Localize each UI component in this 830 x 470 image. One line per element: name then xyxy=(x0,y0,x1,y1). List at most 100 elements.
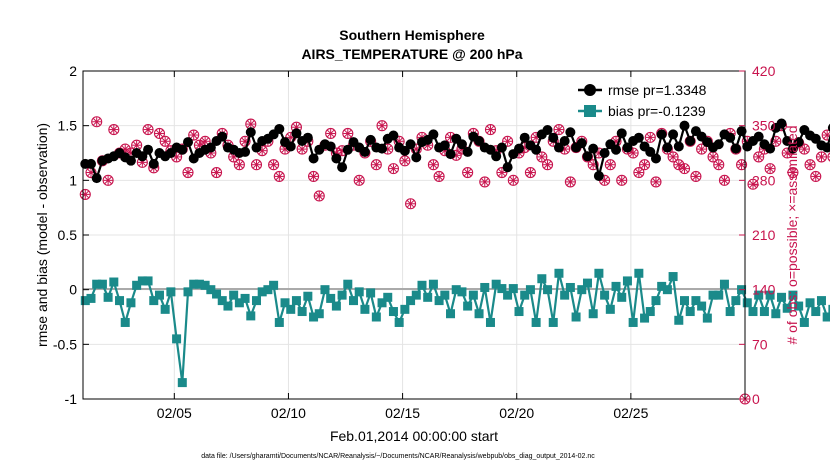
bias-point xyxy=(360,304,370,314)
obs-possible-circle xyxy=(370,159,382,171)
bias-point xyxy=(674,315,684,325)
rmse-point xyxy=(325,141,336,152)
obs-possible-circle xyxy=(770,135,782,147)
y-tick-label: 1.5 xyxy=(58,118,78,134)
rmse-point xyxy=(553,142,564,153)
bias-point xyxy=(354,287,364,297)
rmse-point xyxy=(331,153,342,164)
obs-possible-circle xyxy=(536,151,548,163)
bias-point xyxy=(149,296,159,306)
obs-count-marker xyxy=(399,155,411,167)
obs-count-marker xyxy=(108,124,120,136)
bias-point xyxy=(543,285,553,295)
bias-point xyxy=(189,279,199,289)
obs-possible-circle xyxy=(182,166,194,179)
obs-count-marker xyxy=(188,129,200,141)
obs-count-marker xyxy=(798,143,810,155)
bias-point xyxy=(274,317,284,327)
obs-count-marker xyxy=(781,147,793,159)
obs-possible-circle xyxy=(273,170,285,182)
rmse-point xyxy=(205,142,216,153)
bias-point xyxy=(212,289,222,299)
bias-point xyxy=(257,287,267,297)
rmse-series xyxy=(80,118,830,184)
obs-count-marker xyxy=(427,159,439,171)
bias-point xyxy=(577,285,587,295)
right-y-tick-label: 280 xyxy=(752,172,776,188)
legend-bias-label: bias pr=-0.1239 xyxy=(608,103,706,119)
bias-point xyxy=(377,298,387,308)
obs-possible-circle xyxy=(639,159,651,171)
obs-possible-circle xyxy=(604,159,616,171)
chart-subtitle: AIRS_TEMPERATURE @ 200 hPa xyxy=(301,46,522,62)
bias-point xyxy=(440,290,450,300)
bias-point xyxy=(206,285,216,295)
bias-point xyxy=(691,296,701,306)
bias-point xyxy=(560,290,570,300)
obs-possible-circle xyxy=(387,163,400,175)
rmse-point xyxy=(679,120,690,131)
rmse-point xyxy=(251,142,262,153)
rmse-point xyxy=(502,162,513,173)
rmse-point xyxy=(359,146,370,157)
rmse-point xyxy=(245,127,256,138)
bias-point xyxy=(103,292,113,302)
obs-possible-circle xyxy=(239,135,251,147)
bias-point xyxy=(634,268,644,278)
bias-point xyxy=(132,280,142,290)
bias-point xyxy=(600,290,610,300)
rmse-point xyxy=(474,135,485,146)
obs-count-marker xyxy=(650,176,662,188)
rmse-point xyxy=(645,146,656,157)
obs-count-marker xyxy=(296,143,308,155)
legend: rmse pr=1.3348 bias pr=-0.1239 xyxy=(578,82,707,119)
obs-possible-circle xyxy=(690,170,702,182)
obs-count-marker xyxy=(342,127,354,140)
rmse-point xyxy=(439,140,450,151)
bias-point xyxy=(582,278,592,288)
obs-possible-circle xyxy=(484,124,497,136)
bias-point xyxy=(80,296,90,306)
obs-possible-circle xyxy=(764,163,776,175)
axis-ticks: 02/05 02/10 02/15 02/20 02/25 -1 -0.5 0 0.5 1 1.5 2… xyxy=(53,63,776,421)
bias-point xyxy=(719,279,729,289)
bias-point xyxy=(491,279,501,289)
obs-count-marker xyxy=(250,159,263,171)
bias-point xyxy=(366,288,376,298)
rmse-point xyxy=(656,129,667,140)
obs-count-marker xyxy=(821,129,830,141)
bias-point xyxy=(662,285,672,295)
bias-point xyxy=(97,279,107,289)
grid xyxy=(83,70,745,400)
rmse-point xyxy=(148,158,159,169)
obs-possible-circle xyxy=(479,176,491,188)
rmse-point xyxy=(765,143,776,154)
obs-count-marker xyxy=(325,127,337,140)
rmse-point xyxy=(462,146,473,157)
bias-point xyxy=(503,290,513,300)
bias-point xyxy=(280,298,290,308)
obs-possible-circle xyxy=(342,127,354,140)
obs-possible-circle xyxy=(462,166,474,179)
obs-possible-circle xyxy=(91,116,103,128)
y-tick-label: 2 xyxy=(69,63,77,79)
bias-point xyxy=(160,304,170,314)
rmse-point xyxy=(485,144,496,155)
bias-point xyxy=(571,312,581,322)
bias-point xyxy=(234,298,244,308)
obs-possible-circle xyxy=(433,170,445,182)
obs-possible-circle xyxy=(268,159,280,171)
bias-point xyxy=(383,292,393,302)
rmse-point xyxy=(582,151,593,162)
obs-count-marker xyxy=(79,188,91,200)
bias-point xyxy=(640,313,650,323)
obs-count-marker xyxy=(673,159,685,171)
obs-count-marker xyxy=(627,147,639,159)
rmse-point xyxy=(125,155,136,166)
rmse-point xyxy=(725,132,736,143)
bias-point xyxy=(423,292,433,302)
rmse-point xyxy=(217,131,228,142)
rmse-point xyxy=(616,128,627,139)
rmse-point xyxy=(428,129,439,140)
obs-count-marker xyxy=(815,151,828,163)
